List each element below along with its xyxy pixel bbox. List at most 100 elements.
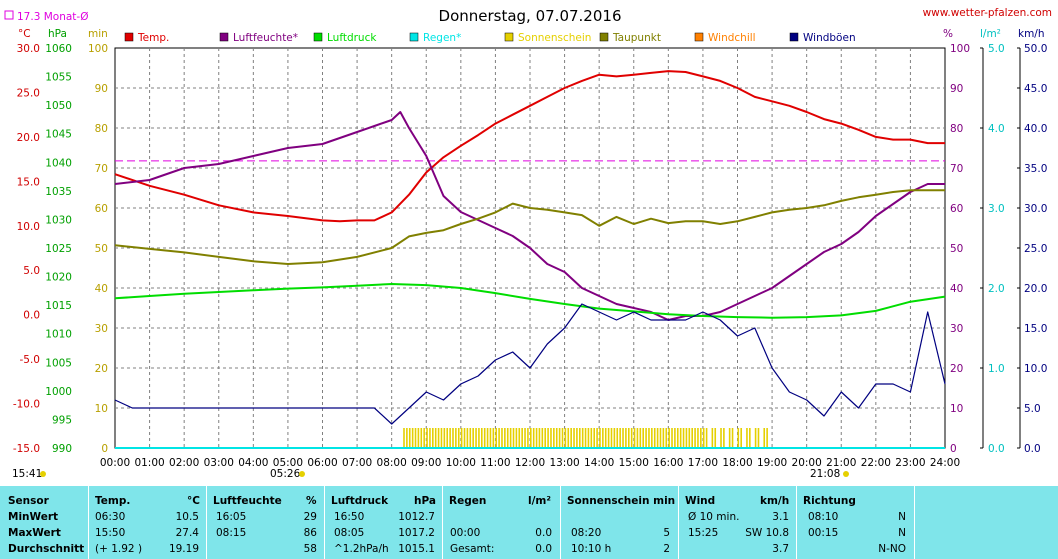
sunshine-bar: [587, 428, 590, 448]
header-sensor: Sensor: [8, 495, 49, 507]
time-tick-label: 24:00: [930, 457, 960, 469]
sunshine-bar: [457, 428, 460, 448]
tick-label: 20: [95, 363, 108, 375]
time-tick-label: 07:00: [342, 457, 372, 469]
sunshine-bar: [665, 428, 668, 448]
sunshine-bar: [613, 428, 616, 448]
sunshine-bar: [469, 428, 472, 448]
tick-label: 100: [88, 43, 108, 55]
sunshine-bar: [656, 428, 659, 448]
sunshine-bar: [676, 428, 679, 448]
sunshine-bar: [674, 428, 676, 448]
sunshine-bar: [596, 428, 598, 448]
legend-item: Luftdruck: [327, 32, 377, 44]
sunshine-bar: [659, 428, 662, 448]
sunshine-bar: [486, 428, 489, 448]
sunshine-bar: [694, 428, 696, 448]
legend-swatch: [694, 32, 704, 42]
series-line-taupunkt: [114, 189, 945, 265]
tick-label: 90: [95, 83, 108, 95]
table-cell-wind-time: 15:25: [688, 527, 719, 539]
sunshine-bar: [544, 428, 547, 448]
sunshine-bar: [506, 428, 509, 448]
table-cell-hum-val: 58: [303, 543, 317, 555]
tick-label: 1020: [45, 272, 72, 284]
series-lines: [114, 70, 946, 449]
sunshine-bar: [475, 428, 477, 448]
sunshine-bar: [711, 428, 714, 448]
time-tick-label: 09:00: [411, 457, 441, 469]
tick-label: 1005: [45, 357, 72, 369]
sunshine-bar: [671, 428, 673, 448]
sunshine-bar: [576, 428, 578, 448]
time-tick-label: 19:00: [757, 457, 787, 469]
tick-label: 90: [950, 83, 963, 95]
sunshine-bar: [639, 428, 642, 448]
table-cell-dir-time: 08:10: [808, 511, 839, 523]
sunshine-bar: [567, 428, 570, 448]
site-label[interactable]: www.wetter-pfalzen.com: [923, 7, 1052, 19]
time-tick-label: 08:00: [377, 457, 407, 469]
sunshine-bar: [714, 428, 717, 448]
table-cell-wind-time: Ø 10 min.: [688, 511, 740, 523]
tick-label: 1045: [45, 129, 72, 141]
time-tick-label: 22:00: [861, 457, 891, 469]
tick-label: 0: [950, 443, 957, 455]
tick-label: 40: [95, 283, 108, 295]
sunshine-bar: [406, 428, 408, 448]
time-tick-label: 13:00: [549, 457, 579, 469]
sunshine-bar: [746, 428, 748, 448]
sunshine-bar: [564, 428, 567, 448]
sunshine-bar: [645, 428, 647, 448]
sunshine-bar: [581, 428, 584, 448]
table-cell-dir-val: N: [898, 511, 906, 523]
time-tick-label: 15:00: [619, 457, 649, 469]
tick-label: 50.0: [1024, 43, 1047, 55]
legend-swatch: [599, 32, 609, 42]
sunshine-bar: [754, 428, 757, 448]
sunshine-bar: [668, 428, 670, 448]
table-cell-press-val: 1012.7: [398, 511, 435, 523]
header-temp-unit: °C: [187, 495, 200, 507]
axis-ticks: 30.0 25.0 20.0 15.0 10.0 5.0 0.0 -5.0 -10.0 -15.0…: [13, 43, 1048, 469]
sunshine-bar: [720, 428, 722, 448]
tick-label: 50: [95, 243, 108, 255]
time-tick-label: 06:00: [307, 457, 337, 469]
time-tick-label: 05:00: [273, 457, 303, 469]
header-press: Luftdruck: [331, 495, 389, 507]
tick-label: 4.0: [988, 123, 1005, 135]
legend-swatch: [219, 32, 229, 42]
sunshine-bar: [651, 428, 653, 448]
tick-label: 10.0: [1024, 363, 1047, 375]
tick-label: 25.0: [1024, 243, 1047, 255]
sunshine-bar: [466, 428, 469, 448]
sunshine-bar: [700, 428, 702, 448]
sunshine-bar: [766, 428, 768, 448]
time-tick-label: 12:00: [515, 457, 545, 469]
sunrise-icon: [299, 471, 305, 477]
series-line-windböen: [114, 303, 946, 425]
sunshine-bar: [403, 428, 405, 448]
table-cell-hum-val: 86: [303, 527, 317, 539]
sunshine-bar: [434, 428, 437, 448]
sunshine-bar: [483, 428, 486, 448]
tick-label: 1030: [45, 214, 72, 226]
table-cell-label: Durchschnitt: [8, 543, 85, 555]
sunshine-bar: [570, 428, 572, 448]
sunshine-bar: [498, 428, 500, 448]
time-tick-label: 18:00: [722, 457, 752, 469]
time-tick-label: 14:00: [584, 457, 614, 469]
tick-label: -10.0: [13, 399, 40, 411]
header-sun: Sonnenschein min: [567, 495, 676, 507]
sunshine-bar: [530, 428, 532, 448]
sunshine-bar: [429, 428, 431, 448]
tick-label: 45.0: [1024, 83, 1047, 95]
sunshine-bar: [679, 428, 682, 448]
sunshine-bar: [757, 428, 760, 448]
tick-label: 40.0: [1024, 123, 1047, 135]
table-cell-dir-val: N: [898, 527, 906, 539]
sunshine-bar: [492, 428, 495, 448]
header-rain-unit: l/m²: [528, 495, 551, 507]
tick-label: 80: [95, 123, 108, 135]
sunshine-bar: [478, 428, 480, 448]
